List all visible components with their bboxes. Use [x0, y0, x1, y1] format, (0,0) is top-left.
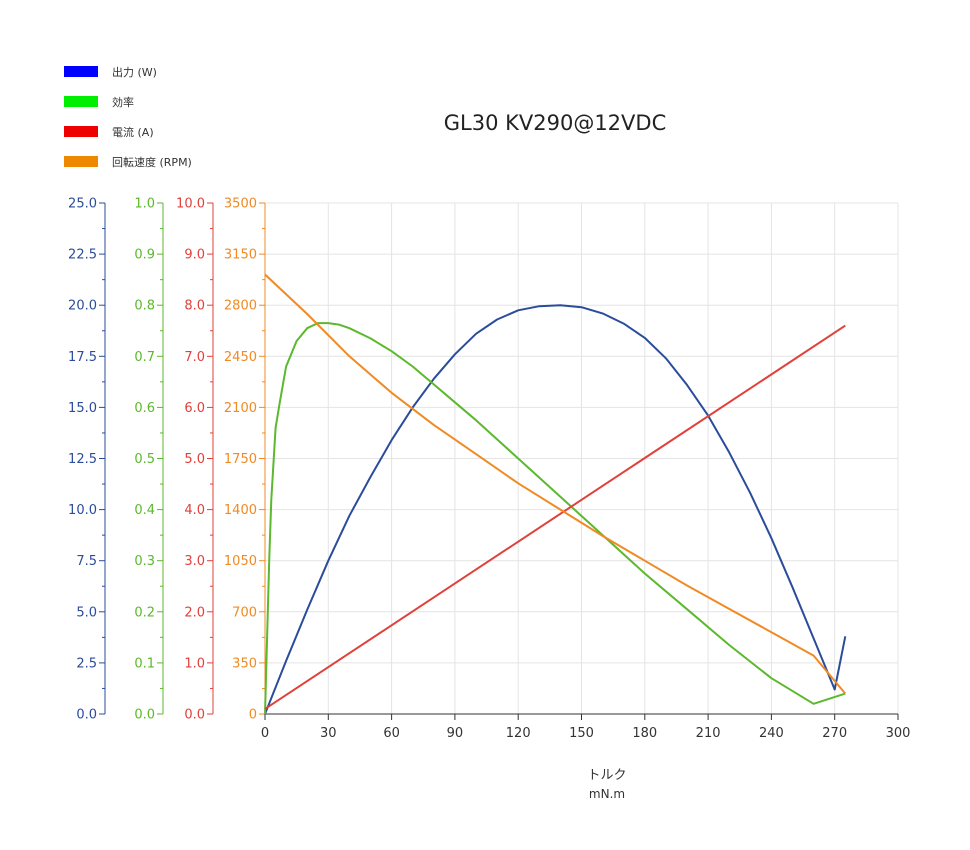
y-tick-label: 15.0 — [68, 401, 97, 416]
series-line-power — [264, 304, 847, 715]
legend-label: 電流 (A) — [112, 125, 154, 139]
y-tick-label: 0.2 — [134, 605, 155, 620]
series-line-current — [264, 324, 846, 710]
y-tick-label: 0.0 — [76, 708, 97, 723]
y-tick-label: 0.3 — [134, 554, 155, 569]
x-tick-label: 270 — [822, 726, 847, 741]
y-tick-label: 5.0 — [76, 605, 97, 620]
x-axis-label: トルク — [587, 768, 626, 783]
legend-item-speed: 回転速度 (RPM) — [64, 155, 192, 169]
y-tick-label: 8.0 — [184, 299, 205, 314]
legend-label: 回転速度 (RPM) — [112, 155, 192, 169]
y-axis-efficiency: 0.0 0.1 0.2 0.3 0.4 0.5 0.6 0.7 0.8 0.9 1.0 — [134, 197, 164, 723]
y-tick-label: 700 — [232, 605, 257, 620]
grid — [265, 202, 899, 714]
y-tick-label: 2.0 — [184, 605, 205, 620]
y-tick-label: 5.0 — [184, 452, 205, 467]
x-tick-label: 210 — [696, 726, 721, 741]
y-tick-label: 0 — [249, 708, 257, 723]
y-tick-label: 3.0 — [184, 554, 205, 569]
y-axis-power: 0.0 2.5 5.0 7.5 10.0 12.5 15.0 17.5 20.0 22.5 25.0 — [68, 197, 106, 723]
legend-swatch — [64, 156, 98, 167]
x-tick-label: 240 — [759, 726, 784, 741]
x-axis-unit: mN.m — [589, 787, 625, 801]
legend-item-current: 電流 (A) — [64, 125, 154, 139]
y-tick-label: 3150 — [224, 248, 257, 263]
x-tick-label: 150 — [569, 726, 594, 741]
y-tick-label: 7.0 — [184, 350, 205, 365]
y-tick-label: 4.0 — [184, 503, 205, 518]
x-tick-label: 60 — [383, 726, 400, 741]
x-tick-label: 300 — [886, 726, 911, 741]
series-line-speed — [264, 273, 847, 695]
y-tick-label: 6.0 — [184, 401, 205, 416]
y-tick-label: 0.0 — [184, 708, 205, 723]
x-tick-label: 90 — [447, 726, 464, 741]
x-tick-label: 0 — [261, 726, 269, 741]
legend-item-efficiency: 効率 — [64, 95, 134, 109]
legend-swatch — [64, 126, 98, 137]
y-axis-current: 0.0 1.0 2.0 3.0 4.0 5.0 6.0 7.0 8.0 9.0 10.0 — [176, 197, 214, 723]
x-tick-label: 30 — [320, 726, 337, 741]
y-tick-label: 0.1 — [134, 656, 155, 671]
y-tick-label: 1.0 — [184, 656, 205, 671]
legend-swatch — [64, 96, 98, 107]
y-tick-label: 2450 — [224, 350, 257, 365]
y-tick-label: 3500 — [224, 197, 257, 212]
y-tick-label: 12.5 — [68, 452, 97, 467]
y-tick-label: 0.7 — [134, 350, 155, 365]
y-tick-label: 0.4 — [134, 503, 155, 518]
y-tick-label: 1400 — [224, 503, 257, 518]
x-axis: 0 30 60 90 120 150 180 210 240 270 300 — [261, 713, 911, 741]
legend-label: 効率 — [112, 95, 134, 109]
y-tick-label: 0.9 — [134, 248, 155, 263]
y-tick-label: 0.6 — [134, 401, 155, 416]
y-tick-label: 25.0 — [68, 197, 97, 212]
y-tick-label: 350 — [232, 656, 257, 671]
y-tick-label: 2100 — [224, 401, 257, 416]
y-tick-label: 22.5 — [68, 248, 97, 263]
x-tick-label: 180 — [632, 726, 657, 741]
legend-item-power: 出力 (W) — [64, 65, 157, 79]
y-tick-label: 9.0 — [184, 248, 205, 263]
y-tick-label: 10.0 — [176, 197, 205, 212]
y-tick-label: 2800 — [224, 299, 257, 314]
legend-swatch — [64, 66, 98, 77]
y-axis-speed: 0 350 700 1050 1400 1750 2100 2450 2800 3150 3500 — [224, 197, 266, 723]
series-lines — [264, 273, 847, 715]
y-tick-label: 0.8 — [134, 299, 155, 314]
series-line-efficiency — [264, 322, 846, 715]
y-tick-label: 0.5 — [134, 452, 155, 467]
y-tick-label: 1750 — [224, 452, 257, 467]
y-tick-label: 2.5 — [76, 656, 97, 671]
y-axes: 0.0 2.5 5.0 7.5 10.0 12.5 15.0 17.5 20.0 22.5 25.0… — [68, 197, 266, 723]
chart-title: GL30 KV290@12VDC — [444, 111, 667, 135]
y-tick-label: 7.5 — [76, 554, 97, 569]
y-tick-label: 1.0 — [134, 197, 155, 212]
y-tick-label: 1050 — [224, 554, 257, 569]
y-tick-label: 20.0 — [68, 299, 97, 314]
y-tick-label: 10.0 — [68, 503, 97, 518]
y-tick-label: 17.5 — [68, 350, 97, 365]
y-tick-label: 0.0 — [134, 708, 155, 723]
legend-label: 出力 (W) — [112, 65, 157, 79]
x-tick-label: 120 — [506, 726, 531, 741]
